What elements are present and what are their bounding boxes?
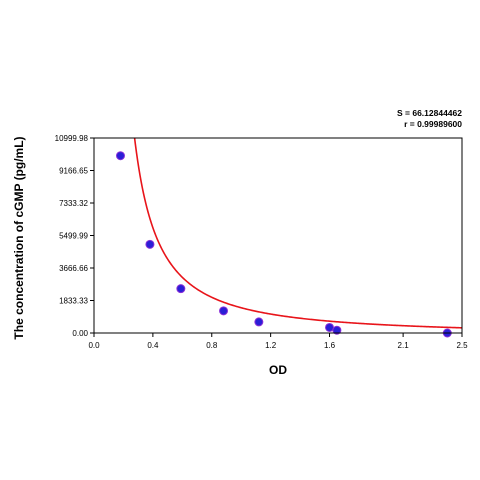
y-tick-label: 5499.99 <box>59 232 88 241</box>
x-tick-label: 2.1 <box>398 341 410 350</box>
y-tick-label: 10999.98 <box>55 134 89 143</box>
data-point <box>325 322 335 332</box>
y-tick-label: 3666.66 <box>59 264 88 273</box>
data-point <box>145 239 155 249</box>
data-point <box>332 325 342 335</box>
y-tick-label: 9166.65 <box>59 167 88 176</box>
stat-r-annotation: r = 0.99989600 <box>404 119 462 129</box>
plot-layer <box>115 138 462 338</box>
x-tick-label: 1.6 <box>324 341 336 350</box>
stat-s-annotation: S = 66.12844462 <box>397 108 462 118</box>
plot-frame <box>93 137 463 334</box>
x-tick-label: 0.8 <box>206 341 218 350</box>
x-tick-label: 0.4 <box>147 341 159 350</box>
data-point <box>115 151 125 161</box>
axis-layer: 0.0 0.4 0.8 1.2 1.6 2.1 2.5 0.00 1833.33 3666.66 5… <box>55 134 468 350</box>
fit-curve <box>133 138 462 329</box>
y-tick-label: 1833.33 <box>59 297 88 306</box>
data-point <box>219 306 229 316</box>
data-point <box>254 317 264 327</box>
y-tick-label: 0.00 <box>72 329 88 338</box>
x-tick-label: 0.0 <box>88 341 100 350</box>
data-point <box>176 284 186 294</box>
x-tick-label: 2.5 <box>456 341 468 350</box>
x-axis-title: OD <box>269 363 287 377</box>
y-axis-title: The concentration of cGMP (pg/mL) <box>12 136 26 339</box>
x-tick-label: 1.2 <box>265 341 277 350</box>
y-tick-label: 7333.32 <box>59 199 88 208</box>
